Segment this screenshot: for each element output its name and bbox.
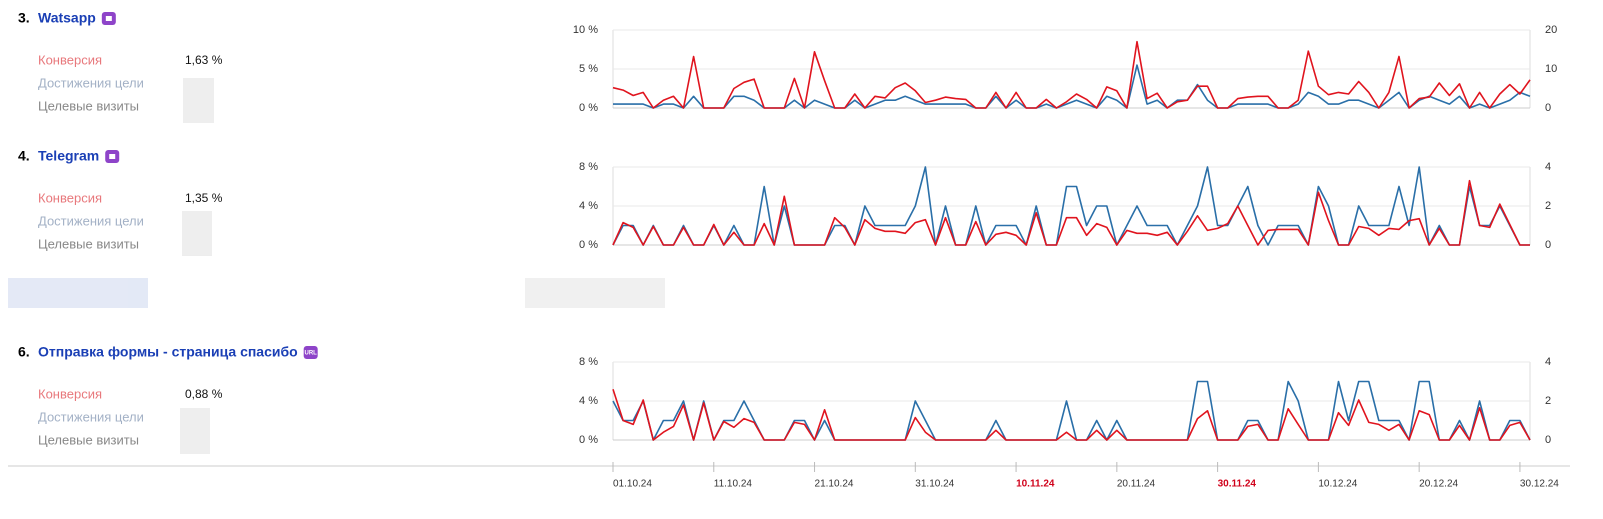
metric-label: Конверсия	[38, 190, 102, 205]
blurred-values	[8, 78, 665, 454]
metric-label: Конверсия	[38, 386, 102, 401]
x-tick-label: 21.10.24	[815, 479, 854, 490]
y-tick-label: 0 %	[579, 239, 598, 251]
goal-number: 4.	[18, 148, 30, 164]
y-tick-label: 4 %	[579, 200, 598, 212]
y-tick-label: 4 %	[579, 395, 598, 407]
metric-label: Достижения цели	[38, 409, 144, 424]
x-tick-label: 11.10.24	[714, 479, 753, 490]
metric-label: Достижения цели	[38, 213, 144, 228]
metric-label: Достижения цели	[38, 75, 144, 90]
series-line	[612, 380, 1531, 441]
y-tick-label: 10 %	[573, 24, 598, 36]
y2-tick-label: 4	[1545, 161, 1551, 173]
y2-tick-label: 0	[1545, 102, 1551, 114]
y2-tick-label: 2	[1545, 395, 1551, 407]
metric-value: 1,35 %	[185, 191, 223, 205]
y-tick-label: 0 %	[579, 434, 598, 446]
x-tick-label: 01.10.24	[613, 479, 652, 490]
goal-number: 3.	[18, 10, 30, 26]
x-tick-label: 31.10.24	[915, 479, 954, 490]
goal-name[interactable]: Watsapp	[38, 10, 96, 26]
metric-value: 0,88 %	[185, 387, 223, 401]
x-tick-label: 30.12.24	[1520, 479, 1559, 490]
series-line	[612, 179, 1530, 246]
metric-label: Целевые визиты	[38, 236, 139, 251]
y-tick-label: 0 %	[579, 102, 598, 114]
x-tick-label: 10.12.24	[1318, 479, 1357, 490]
metric-label: Целевые визиты	[38, 98, 139, 113]
y2-tick-label: 10	[1545, 63, 1557, 75]
x-tick-label: 10.11.24	[1016, 479, 1055, 490]
y-tick-label: 8 %	[579, 161, 598, 173]
y2-tick-label: 20	[1545, 24, 1557, 36]
x-tick-label: 20.11.24	[1117, 479, 1156, 490]
metric-label: Конверсия	[38, 52, 102, 67]
x-tick-label: 30.11.24	[1218, 479, 1257, 490]
goal-icon-glyph	[105, 16, 112, 21]
x-tick-label: 20.12.24	[1419, 479, 1458, 490]
series-line	[612, 389, 1531, 441]
y2-tick-label: 0	[1545, 239, 1551, 251]
y-tick-label: 8 %	[579, 356, 598, 368]
goal-icon	[303, 346, 318, 359]
metric-value: 1,63 %	[185, 53, 223, 67]
series-line	[612, 166, 1530, 246]
goal-badge: URL	[305, 351, 318, 357]
goal-name[interactable]: Отправка формы - страница спасибо	[38, 344, 298, 360]
goal-number: 6.	[18, 344, 30, 360]
y2-tick-label: 2	[1545, 200, 1551, 212]
goal-icon-glyph	[109, 154, 116, 159]
goal-name[interactable]: Telegram	[38, 148, 99, 164]
y-tick-label: 5 %	[579, 63, 598, 75]
y2-tick-label: 0	[1545, 434, 1551, 446]
series-line	[612, 40, 1531, 109]
y2-tick-label: 4	[1545, 356, 1551, 368]
series-line	[613, 64, 1531, 109]
metric-label: Целевые визиты	[38, 432, 139, 447]
